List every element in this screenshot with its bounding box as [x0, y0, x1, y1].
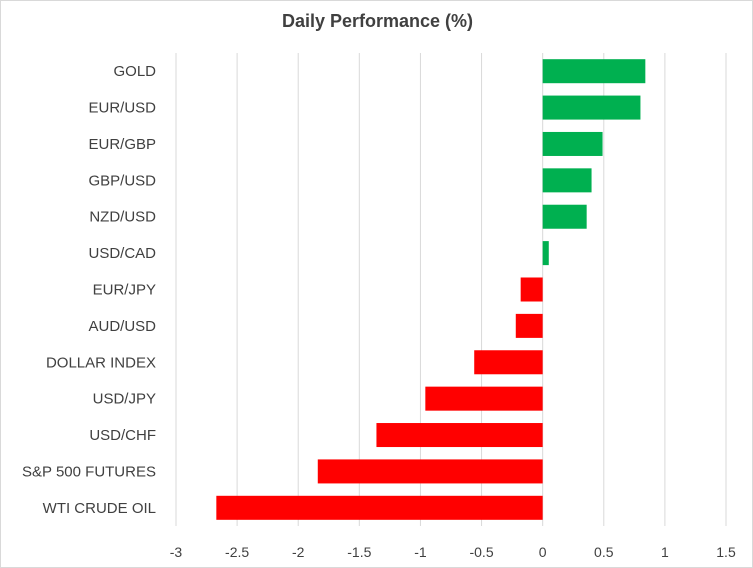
category-label: NZD/USD — [89, 209, 156, 226]
x-tick-label: 1 — [661, 544, 669, 560]
category-labels: GOLD EUR/USD EUR/GBP GBP/USD NZD/USD USD/CAD E… — [22, 63, 156, 517]
x-tick-label: 1.5 — [716, 544, 736, 560]
x-tick-labels: -3 -2.5 -2 -1.5 -1 -0.5 0 0.5 1 1.5 — [170, 544, 736, 560]
x-tick-label: -1.5 — [347, 544, 371, 560]
bar — [542, 204, 587, 229]
bar — [216, 495, 543, 520]
category-label: WTI CRUDE OIL — [43, 500, 156, 517]
bar — [317, 459, 543, 484]
bar — [425, 386, 543, 411]
bar — [542, 168, 592, 193]
bar — [542, 241, 549, 266]
bar — [515, 313, 543, 338]
x-tick-label: -1 — [414, 544, 427, 560]
category-label: USD/CHF — [89, 427, 156, 444]
bar — [542, 95, 641, 120]
bar — [520, 277, 543, 302]
category-label: EUR/GBP — [88, 136, 156, 153]
category-label: GBP/USD — [88, 172, 156, 189]
x-tick-label: -2 — [292, 544, 305, 560]
x-tick-label: -2.5 — [225, 544, 249, 560]
x-tick-label: -0.5 — [469, 544, 493, 560]
chart-title: Daily Performance (%) — [281, 11, 474, 31]
category-label: EUR/JPY — [93, 282, 156, 299]
category-label: S&P 500 FUTURES — [22, 463, 156, 480]
bars — [216, 59, 646, 520]
x-tick-label: 0 — [539, 544, 547, 560]
category-label: EUR/USD — [88, 100, 156, 117]
bar — [376, 423, 543, 448]
category-label: GOLD — [113, 63, 156, 80]
category-label: USD/JPY — [93, 391, 156, 408]
bar — [542, 131, 603, 156]
bar — [474, 350, 543, 375]
bar — [542, 59, 646, 84]
category-label: AUD/USD — [88, 318, 156, 335]
x-tick-label: -3 — [170, 544, 183, 560]
category-label: DOLLAR INDEX — [46, 354, 156, 371]
category-label: USD/CAD — [88, 245, 156, 262]
gridlines — [175, 53, 727, 526]
x-tick-label: 0.5 — [594, 544, 614, 560]
